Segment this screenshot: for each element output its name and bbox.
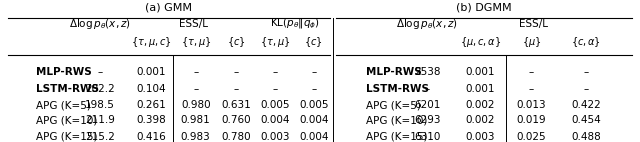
Text: 0.980: 0.980: [181, 100, 211, 110]
Text: $\Delta \log p_\theta(x, z)$: $\Delta \log p_\theta(x, z)$: [396, 17, 458, 31]
Text: –: –: [584, 84, 589, 94]
Text: (a) GMM: (a) GMM: [145, 3, 192, 13]
Text: –: –: [193, 67, 198, 77]
Text: 0.004: 0.004: [299, 115, 328, 125]
Text: 0.002: 0.002: [466, 100, 495, 110]
Text: $\{c\}$: $\{c\}$: [305, 35, 323, 49]
Text: 0.760: 0.760: [221, 115, 251, 125]
Text: 0.398: 0.398: [136, 115, 166, 125]
Text: $\{c, \alpha\}$: $\{c, \alpha\}$: [572, 35, 602, 49]
Text: 6201: 6201: [414, 100, 440, 110]
Text: LSTM-RWS: LSTM-RWS: [366, 84, 429, 94]
Text: ESS/L: ESS/L: [179, 19, 208, 29]
Text: $\{c\}$: $\{c\}$: [227, 35, 245, 49]
Text: 0.983: 0.983: [181, 132, 211, 142]
Text: $\{\mu\}$: $\{\mu\}$: [522, 35, 541, 49]
Text: 0.981: 0.981: [181, 115, 211, 125]
Text: 6310: 6310: [414, 132, 440, 142]
Text: 0.002: 0.002: [466, 115, 495, 125]
Text: 0.104: 0.104: [136, 84, 166, 94]
Text: –: –: [529, 67, 534, 77]
Text: 0.003: 0.003: [260, 132, 290, 142]
Text: APG (K=10): APG (K=10): [36, 115, 98, 125]
Text: –: –: [97, 67, 103, 77]
Text: 0.019: 0.019: [516, 115, 547, 125]
Text: $\{\tau, \mu\}$: $\{\tau, \mu\}$: [260, 35, 291, 49]
Text: 215.2: 215.2: [85, 132, 115, 142]
Text: 0.005: 0.005: [299, 100, 328, 110]
Text: MLP-RWS: MLP-RWS: [366, 67, 422, 77]
Text: $\mathrm{KL}(p_\theta\|q_\phi)$: $\mathrm{KL}(p_\theta\|q_\phi)$: [269, 17, 319, 31]
Text: $\Delta \log p_\theta(x, z)$: $\Delta \log p_\theta(x, z)$: [69, 17, 131, 31]
Text: –: –: [233, 67, 239, 77]
Text: 0.004: 0.004: [299, 132, 328, 142]
Text: 0.454: 0.454: [572, 115, 601, 125]
Text: 0.001: 0.001: [136, 67, 166, 77]
Text: $\{\tau, \mu, c\}$: $\{\tau, \mu, c\}$: [131, 35, 172, 49]
Text: 198.5: 198.5: [85, 100, 115, 110]
Text: 0.631: 0.631: [221, 100, 251, 110]
Text: –: –: [424, 84, 429, 94]
Text: LSTM-RWS: LSTM-RWS: [36, 84, 99, 94]
Text: –: –: [273, 84, 278, 94]
Text: 0.004: 0.004: [260, 115, 290, 125]
Text: 202.2: 202.2: [85, 84, 115, 94]
Text: APG (K=10): APG (K=10): [366, 115, 428, 125]
Text: –: –: [233, 84, 239, 94]
Text: MLP-RWS: MLP-RWS: [36, 67, 92, 77]
Text: 0.261: 0.261: [136, 100, 166, 110]
Text: APG (K=15): APG (K=15): [36, 132, 98, 142]
Text: 2538: 2538: [414, 67, 440, 77]
Text: –: –: [193, 84, 198, 94]
Text: (b) DGMM: (b) DGMM: [456, 3, 512, 13]
Text: 0.025: 0.025: [516, 132, 547, 142]
Text: APG (K=15): APG (K=15): [366, 132, 428, 142]
Text: APG (K=5): APG (K=5): [36, 100, 92, 110]
Text: 0.003: 0.003: [466, 132, 495, 142]
Text: 0.422: 0.422: [572, 100, 601, 110]
Text: –: –: [311, 67, 316, 77]
Text: 0.013: 0.013: [516, 100, 547, 110]
Text: 0.780: 0.780: [221, 132, 251, 142]
Text: 0.001: 0.001: [466, 84, 495, 94]
Text: 6293: 6293: [414, 115, 440, 125]
Text: –: –: [311, 84, 316, 94]
Text: ESS/L: ESS/L: [519, 19, 548, 29]
Text: 0.488: 0.488: [572, 132, 601, 142]
Text: –: –: [529, 84, 534, 94]
Text: APG (K=5): APG (K=5): [366, 100, 420, 110]
Text: 0.001: 0.001: [466, 67, 495, 77]
Text: –: –: [273, 67, 278, 77]
Text: $\{\mu, c, \alpha\}$: $\{\mu, c, \alpha\}$: [460, 35, 501, 49]
Text: 0.005: 0.005: [260, 100, 290, 110]
Text: 211.9: 211.9: [85, 115, 115, 125]
Text: –: –: [584, 67, 589, 77]
Text: $\{\tau, \mu\}$: $\{\tau, \mu\}$: [180, 35, 211, 49]
Text: 0.416: 0.416: [136, 132, 166, 142]
